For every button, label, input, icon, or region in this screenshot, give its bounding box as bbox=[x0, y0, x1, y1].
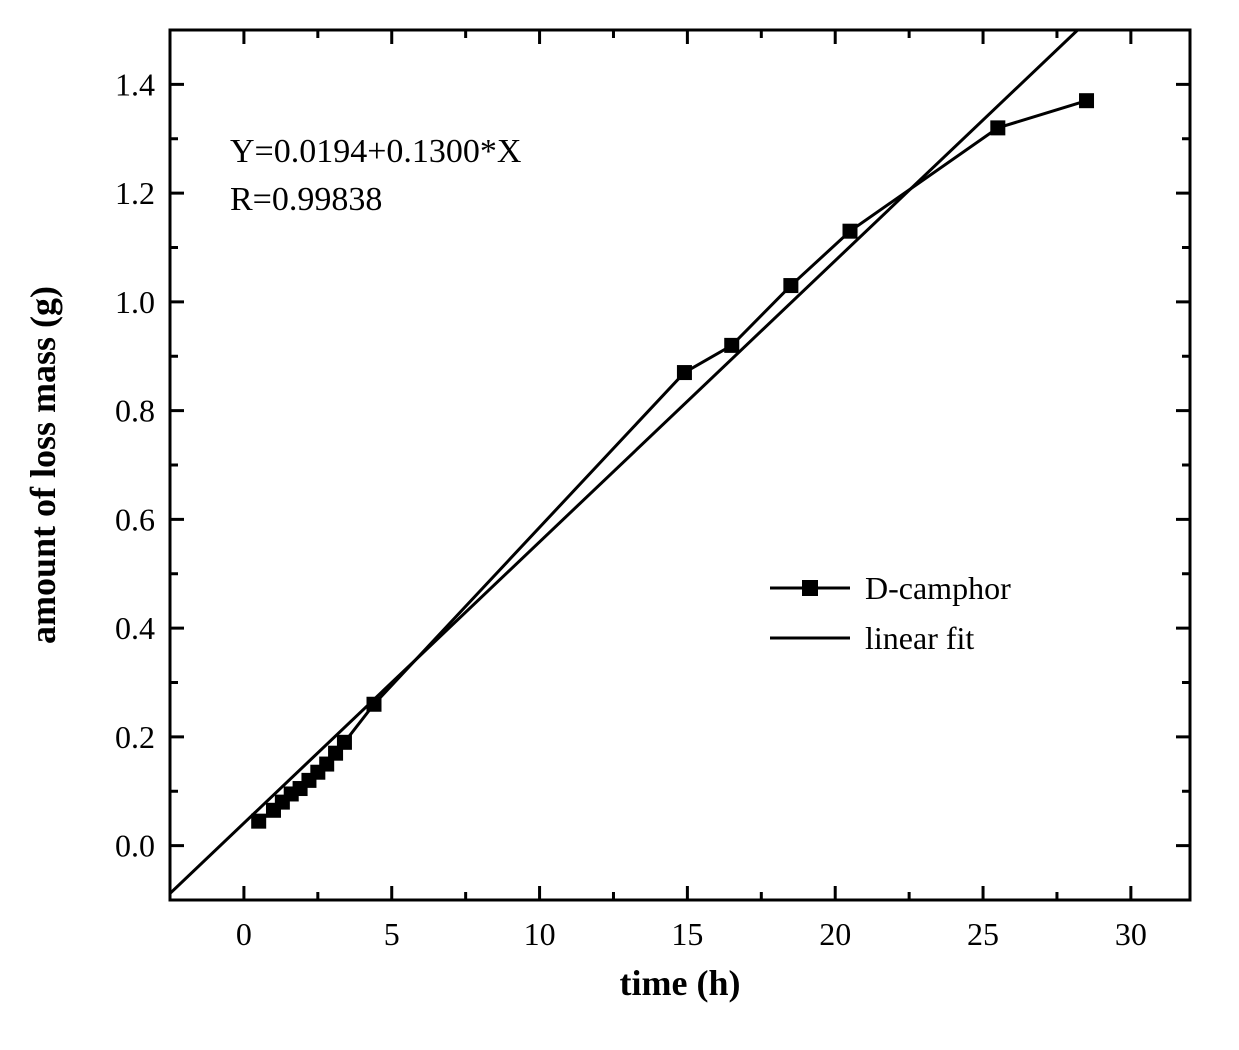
data-marker bbox=[1080, 94, 1094, 108]
y-axis-label: amount of loss mass (g) bbox=[23, 286, 63, 644]
x-tick-label: 30 bbox=[1115, 916, 1147, 952]
legend: D-camphor linear fit bbox=[770, 570, 1011, 656]
chart-container: 0 5 10 15 20 25 30 0.0 0.2 0.4 0.6 0.8 1.0 1.2 1.4 time… bbox=[0, 0, 1239, 1050]
y-tick-label: 0.4 bbox=[115, 610, 155, 646]
x-tick-label: 25 bbox=[967, 916, 999, 952]
equation-annotation: Y=0.0194+0.1300*X bbox=[230, 133, 521, 170]
data-line bbox=[259, 101, 1087, 821]
data-marker bbox=[725, 338, 739, 352]
legend-label-2: linear fit bbox=[865, 620, 974, 656]
data-marker bbox=[784, 279, 798, 293]
y-tick-label: 1.2 bbox=[115, 175, 155, 211]
y-tick-label: 1.4 bbox=[115, 66, 155, 102]
y-tick-label: 1.0 bbox=[115, 284, 155, 320]
data-marker bbox=[337, 735, 351, 749]
y-tick-label: 0.6 bbox=[115, 501, 155, 537]
data-marker bbox=[991, 121, 1005, 135]
x-axis-label: time (h) bbox=[620, 963, 741, 1003]
data-marker bbox=[367, 697, 381, 711]
y-tick-label: 0.8 bbox=[115, 393, 155, 429]
x-tick-label: 0 bbox=[236, 916, 252, 952]
x-tick-label: 20 bbox=[819, 916, 851, 952]
chart-svg: 0 5 10 15 20 25 30 0.0 0.2 0.4 0.6 0.8 1.0 1.2 1.4 time… bbox=[0, 0, 1239, 1050]
data-marker bbox=[843, 224, 857, 238]
y-tick-label: 0.0 bbox=[115, 828, 155, 864]
legend-marker-1 bbox=[802, 580, 818, 596]
legend-label-1: D-camphor bbox=[865, 570, 1011, 606]
y-tick-label: 0.2 bbox=[115, 719, 155, 755]
x-tick-label: 15 bbox=[671, 916, 703, 952]
x-tick-label: 5 bbox=[384, 916, 400, 952]
data-marker bbox=[677, 366, 691, 380]
r-annotation: R=0.99838 bbox=[230, 181, 382, 218]
data-marker bbox=[252, 814, 266, 828]
x-tick-label: 10 bbox=[524, 916, 556, 952]
